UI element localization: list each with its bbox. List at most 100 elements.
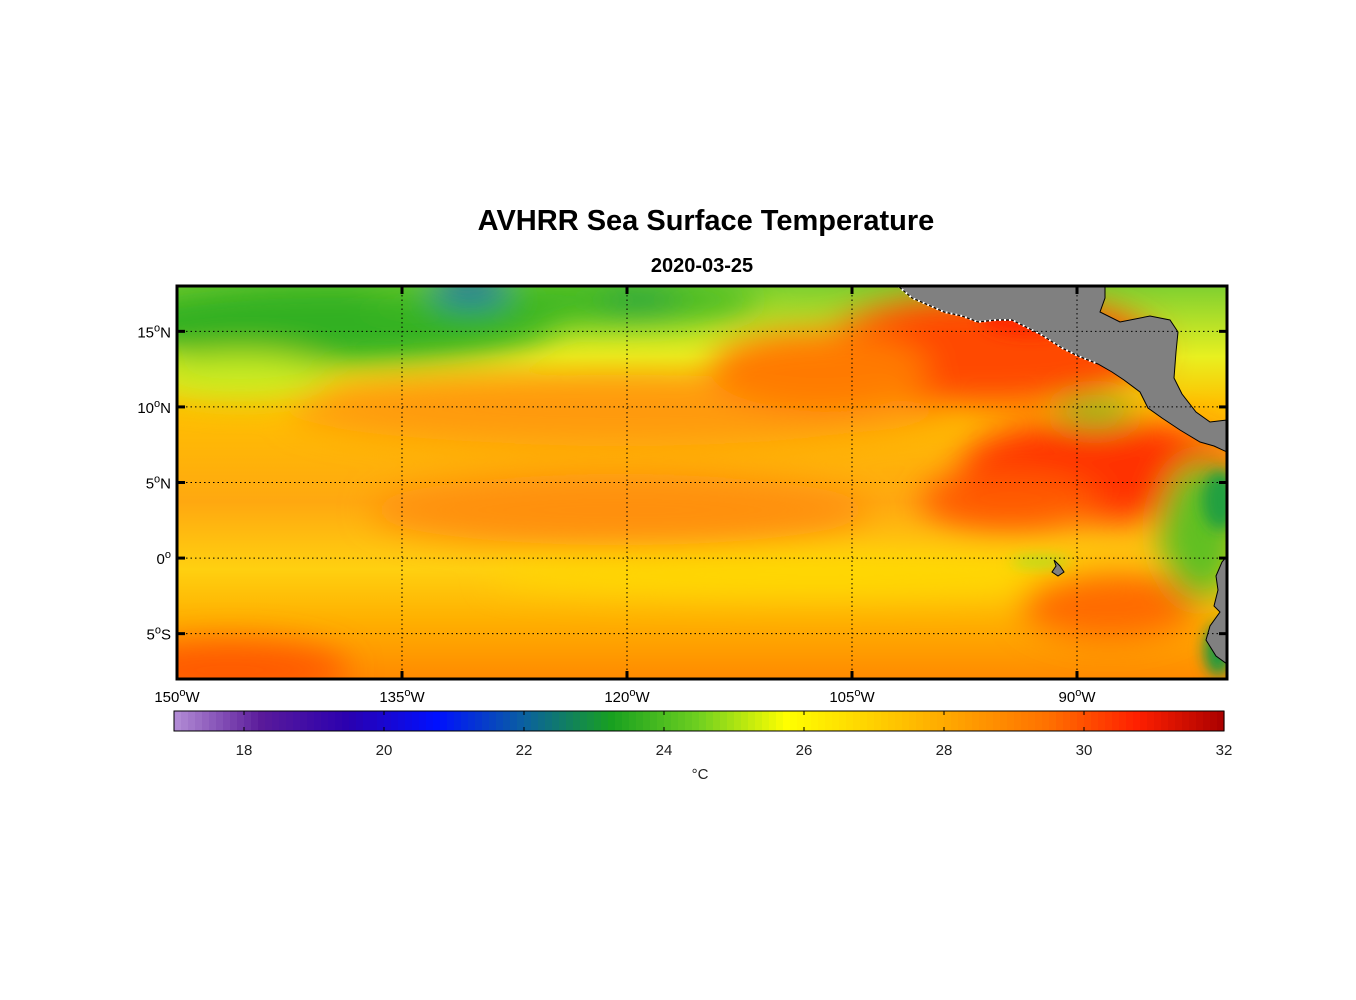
colorbar-cell — [223, 711, 231, 731]
colorbar-cell — [1070, 711, 1078, 731]
degree-symbol: o — [165, 549, 171, 561]
colorbar-tick-label: 26 — [796, 742, 813, 759]
colorbar-cell — [244, 711, 252, 731]
colorbar-cell — [538, 711, 546, 731]
land-galapagos — [1051, 559, 1065, 577]
colorbar-cell — [797, 711, 805, 731]
colorbar-cell — [468, 711, 476, 731]
colorbar-cell — [958, 711, 966, 731]
colorbar-cell — [692, 711, 700, 731]
colorbar-cell — [426, 711, 434, 731]
colorbar-tick-label: 24 — [656, 742, 673, 759]
colorbar-cell — [825, 711, 833, 731]
colorbar-cell — [1119, 711, 1127, 731]
colorbar-cell — [552, 711, 560, 731]
lat-tick-number: 5 — [146, 476, 154, 493]
lat-tick-label: 5oN — [146, 474, 171, 493]
colorbar-cell — [1091, 711, 1099, 731]
colorbar-cell — [972, 711, 980, 731]
colorbar-cell — [1189, 711, 1197, 731]
colorbar-cell — [993, 711, 1001, 731]
colorbar-cell — [1133, 711, 1141, 731]
lat-tick-number: 0 — [157, 551, 165, 568]
lon-tick-number: 105 — [829, 689, 854, 706]
degree-symbol: o — [154, 322, 160, 334]
colorbar-cell — [741, 711, 749, 731]
colorbar-cell — [1196, 711, 1204, 731]
colorbar-cell — [1000, 711, 1008, 731]
lon-tick-label: 105oW — [829, 687, 875, 706]
colorbar-cell — [195, 711, 203, 731]
colorbar-cell — [671, 711, 679, 731]
lon-tick-number: 120 — [604, 689, 629, 706]
land-central-america — [897, 286, 1227, 453]
colorbar-cell — [412, 711, 420, 731]
colorbar-cell — [251, 711, 259, 731]
colorbar-cell — [888, 711, 896, 731]
colorbar-cell — [573, 711, 581, 731]
colorbar-cell — [643, 711, 651, 731]
colorbar-cell — [818, 711, 826, 731]
colorbar-cell — [580, 711, 588, 731]
figure-title: AVHRR Sea Surface Temperature — [477, 205, 935, 237]
colorbar-cell — [685, 711, 693, 731]
colorbar-cell — [1161, 711, 1169, 731]
colorbar-cell — [923, 711, 931, 731]
colorbar-cell — [1168, 711, 1176, 731]
colorbar-cell — [342, 711, 350, 731]
colorbar-cell — [370, 711, 378, 731]
colorbar-cell — [391, 711, 399, 731]
colorbar-cell — [650, 711, 658, 731]
lat-tick-number: 5 — [147, 627, 155, 644]
colorbar-cell — [489, 711, 497, 731]
colorbar-cell — [622, 711, 630, 731]
colorbar-cell — [1147, 711, 1155, 731]
colorbar-cell — [209, 711, 217, 731]
degree-symbol: o — [1075, 687, 1081, 699]
land-south-america — [1205, 555, 1227, 665]
colorbar-cell — [433, 711, 441, 731]
colorbar-cell — [1021, 711, 1029, 731]
colorbar-cell — [1084, 711, 1092, 731]
colorbar-cell — [237, 711, 245, 731]
colorbar-cell — [230, 711, 238, 731]
colorbar-tick-label: 28 — [936, 742, 953, 759]
lat-hemisphere: N — [160, 400, 171, 417]
lat-tick-label: 0o — [157, 549, 171, 568]
colorbar-cell — [881, 711, 889, 731]
figure-date: 2020-03-25 — [650, 255, 754, 277]
colorbar-tick-label: 22 — [516, 742, 533, 759]
colorbar-cell — [594, 711, 602, 731]
colorbar-cell — [727, 711, 735, 731]
colorbar-cell — [608, 711, 616, 731]
colorbar-cell — [349, 711, 357, 731]
colorbar-cell — [867, 711, 875, 731]
colorbar-cell — [293, 711, 301, 731]
colorbar-cell — [272, 711, 280, 731]
colorbar-cell — [475, 711, 483, 731]
colorbar-cell — [853, 711, 861, 731]
colorbar-cell — [944, 711, 952, 731]
colorbar-cell — [531, 711, 539, 731]
colorbar-cell — [188, 711, 196, 731]
colorbar-cell — [769, 711, 777, 731]
colorbar-cell — [832, 711, 840, 731]
colorbar-cell — [1175, 711, 1183, 731]
lat-hemisphere: S — [161, 627, 171, 644]
colorbar-cell — [762, 711, 770, 731]
colorbar-cell — [265, 711, 273, 731]
degree-symbol: o — [404, 687, 410, 699]
colorbar-cell — [440, 711, 448, 731]
colorbar-cell — [363, 711, 371, 731]
lon-hemisphere: W — [635, 689, 650, 706]
colorbar-cell — [636, 711, 644, 731]
colorbar-cell — [398, 711, 406, 731]
colorbar-cell — [1049, 711, 1057, 731]
degree-symbol: o — [155, 625, 161, 637]
colorbar-cell — [1028, 711, 1036, 731]
colorbar-cell — [1126, 711, 1134, 731]
longitude-labels: 150oW 135oW 120oW 105oW 90oW — [154, 687, 1096, 706]
lon-tick-number: 150 — [154, 689, 179, 706]
colorbar-cell — [1042, 711, 1050, 731]
